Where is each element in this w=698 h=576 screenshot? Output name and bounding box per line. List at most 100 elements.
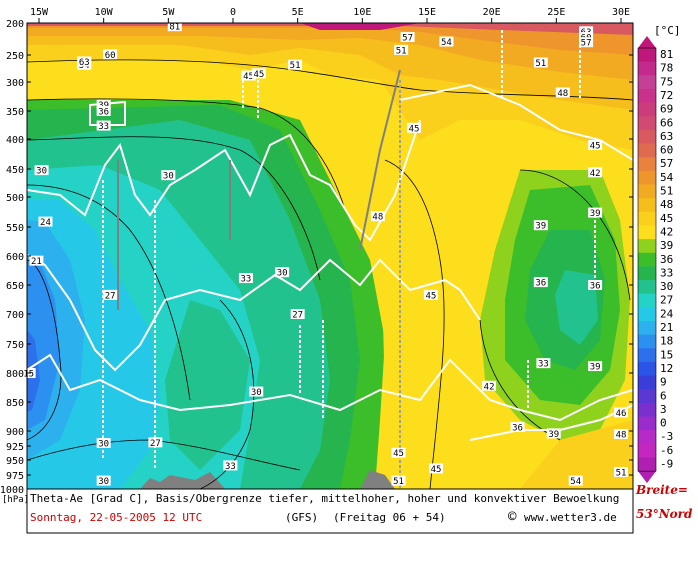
colorbar-swatch <box>638 361 656 377</box>
y-tick-label: 1000 <box>0 485 24 496</box>
breite-label: Breite= <box>635 483 688 497</box>
contour-label-bg <box>103 289 118 300</box>
colorbar-label: 60 <box>660 144 673 157</box>
contour-label: 51 <box>616 469 627 479</box>
contour-label: 48 <box>557 89 568 99</box>
contour-label: 30 <box>277 269 288 279</box>
contour-label-bg <box>579 37 594 48</box>
colorbar-label: 75 <box>660 75 673 88</box>
contour-label-bg <box>34 165 49 176</box>
colorbar-swatch <box>638 184 656 199</box>
colorbar-swatch <box>638 252 656 267</box>
contour-label: 51 <box>535 59 546 69</box>
y-tick-label: 850 <box>6 398 24 409</box>
colorbar-label: 81 <box>660 48 673 61</box>
colorbar-swatch <box>638 293 656 308</box>
contour-label-bg <box>96 120 111 131</box>
colorbar-swatch <box>638 416 656 431</box>
colorbar-swatch <box>638 389 656 404</box>
contour-label-bg <box>96 438 111 448</box>
colorbar-swatch <box>638 430 656 445</box>
colorbar-swatch <box>638 280 656 295</box>
colorbar-label: 27 <box>660 294 673 307</box>
colorbar-label: 39 <box>660 239 673 252</box>
contour-label: 45 <box>431 465 442 475</box>
colorbar-label: 18 <box>660 335 673 348</box>
contour-label-bg <box>77 56 92 67</box>
colorbar-swatch <box>638 75 656 90</box>
contour-label-bg <box>439 36 454 47</box>
y-tick-label: 800 <box>6 369 24 380</box>
contour-label: 81 <box>169 23 180 33</box>
contour-label-bg <box>391 447 406 458</box>
colorbar-label: 69 <box>660 103 673 116</box>
colorbar-label: 57 <box>660 157 673 170</box>
contour-label-bg <box>579 26 594 37</box>
y-tick-label: 350 <box>6 107 24 118</box>
contour-label-bg <box>588 280 603 290</box>
y-tick-label: 400 <box>6 135 24 146</box>
y-axis: 200 250 300 350 400 450 500 550 600 650 700 750 800 8… <box>0 19 633 496</box>
y-tick-label: 925 <box>6 442 24 453</box>
colorbar-label: 42 <box>660 225 673 238</box>
contour-label-bg <box>370 211 385 222</box>
contour-label: 45 <box>393 449 404 459</box>
contour-label-bg <box>96 106 111 116</box>
colorbar-swatch <box>638 402 656 418</box>
breite-value: 53°Nord <box>636 507 693 521</box>
contour-label-bg <box>579 32 594 43</box>
contour-label-bg <box>588 207 603 218</box>
colorbar-swatch <box>638 88 656 104</box>
contour-label-bg <box>238 273 253 284</box>
colorbar-swatch <box>638 129 656 145</box>
colorbar-swatch <box>638 157 656 172</box>
contour-label: 27 <box>105 291 116 301</box>
contour-label: 57 <box>581 39 592 49</box>
contour-label-bg <box>223 460 238 471</box>
contour-label-bg <box>614 429 628 439</box>
contour-label: 48 <box>616 431 627 441</box>
contour-label-bg <box>103 49 118 60</box>
contour-label: 39 <box>548 430 559 440</box>
x-axis: 15W 10W 5W 0 5E 10E 15E 20E 25E 30E <box>30 7 630 23</box>
contour-label-bg <box>588 140 603 150</box>
colorbar-swatch <box>638 457 656 472</box>
y-tick-label: 550 <box>6 223 24 234</box>
contour-label: 54 <box>570 477 581 487</box>
colorbar-label: 48 <box>660 198 673 211</box>
colorbar-label: 36 <box>660 253 673 266</box>
colorbar-swatch <box>638 307 656 322</box>
contour-label: 33 <box>225 462 236 472</box>
colorbar-label: 45 <box>660 212 673 225</box>
contour-label-bg <box>241 70 256 81</box>
contour-label: 51 <box>396 46 407 56</box>
colorbar-label: 9 <box>660 376 667 389</box>
colorbar-swatch <box>638 48 656 63</box>
contour-label: 21 <box>31 257 42 267</box>
caption-model: (GFS) <box>285 511 318 524</box>
contour-label: 33 <box>98 122 109 132</box>
colorbar-frame <box>637 47 657 472</box>
colorbar-label: 30 <box>660 280 673 293</box>
colorbar-label: 78 <box>660 62 673 75</box>
colorbar-swatch <box>638 143 656 158</box>
colorbar-swatch <box>638 198 656 213</box>
y-tick-label: 650 <box>6 281 24 292</box>
y-unit: [hPa] <box>2 495 29 505</box>
contour-label-bg <box>29 255 44 266</box>
colorbar-swatch <box>638 334 656 349</box>
caption-line1: Theta-Ae [Grad C], Basis/Obergrenze tief… <box>30 492 619 505</box>
contour-label-bg <box>588 361 603 372</box>
colorbar-label: -3 <box>660 430 673 443</box>
colorbar-label: 33 <box>660 266 673 279</box>
colorbar: [°C]817875726966636057545148454239363330… <box>637 24 681 484</box>
contour-label: 39 <box>590 209 601 219</box>
y-tick-label: 950 <box>6 456 24 467</box>
contour-label-bg <box>275 267 290 278</box>
caption-run: (Freitag 06 + 54) <box>333 511 446 524</box>
contour-label: 45 <box>590 142 601 152</box>
colorbar-swatch <box>638 102 656 117</box>
colorbar-swatch <box>638 266 656 281</box>
contour-label-bg <box>423 289 438 300</box>
colorbar-arrow-bottom <box>638 471 656 484</box>
